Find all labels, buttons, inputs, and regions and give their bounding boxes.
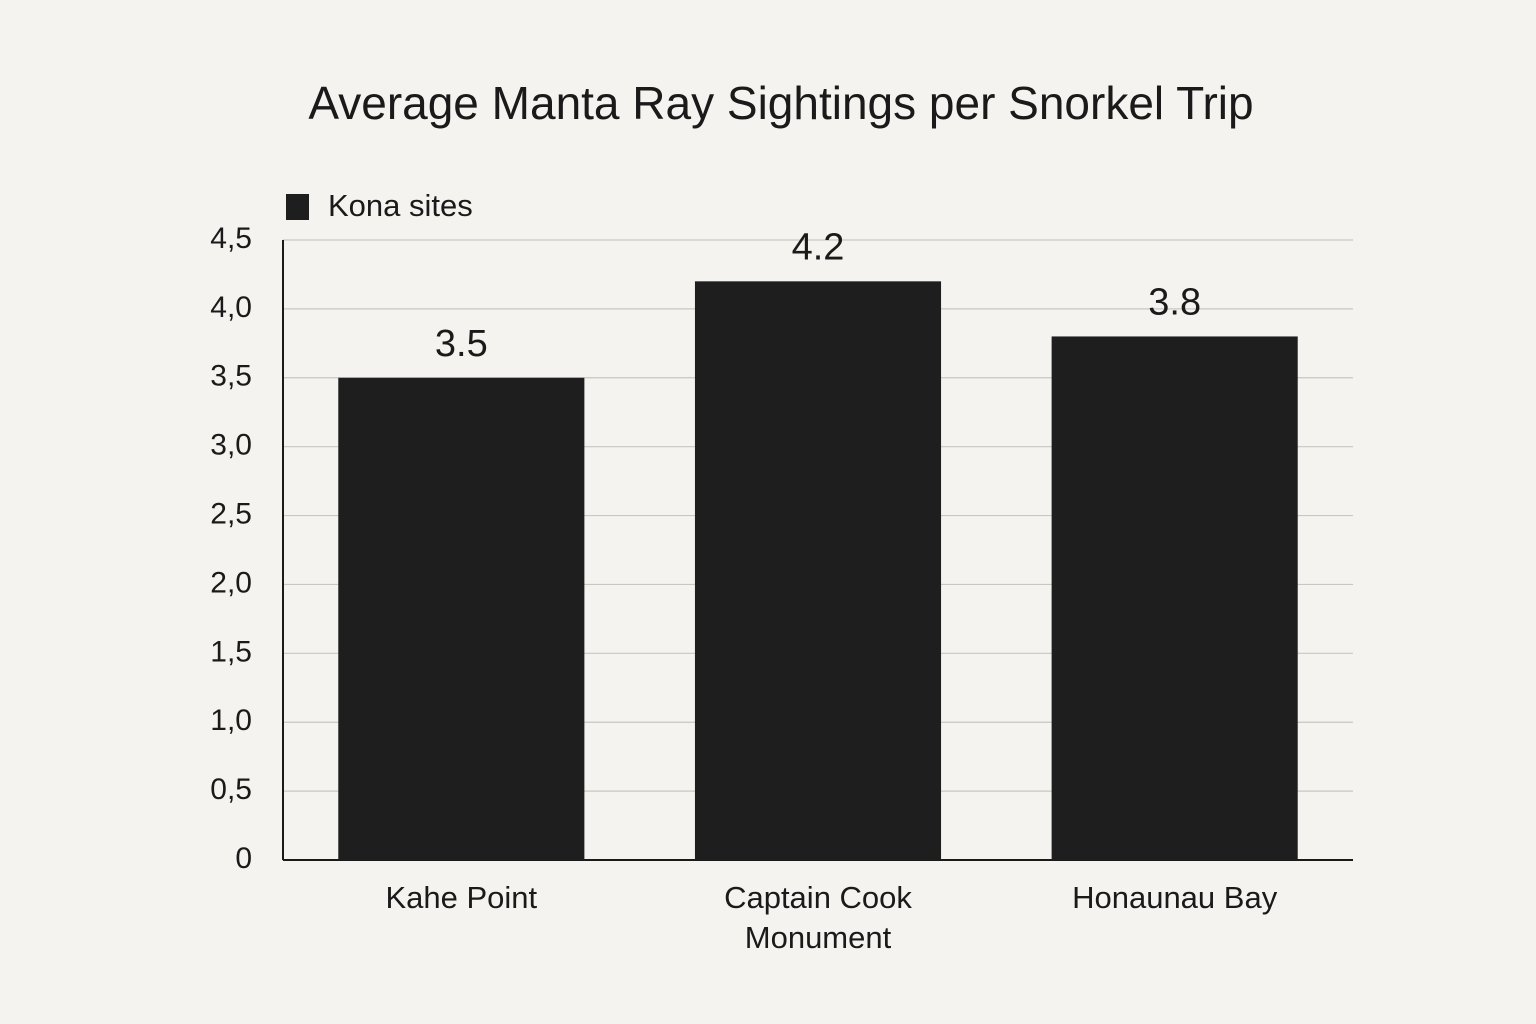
legend-swatch (286, 194, 309, 220)
y-tick-label: 2,0 (210, 566, 252, 599)
y-tick-label: 4,0 (210, 291, 252, 324)
bar (694, 281, 942, 860)
y-tick-label: 0,5 (210, 773, 252, 806)
chart-title: Average Manta Ray Sightings per Snorkel … (308, 77, 1253, 129)
bar (338, 377, 585, 860)
bar (1051, 336, 1298, 860)
y-tick-label: 1,5 (210, 635, 252, 668)
y-tick-label: 3,5 (210, 360, 252, 393)
y-tick-label: 2,5 (210, 497, 252, 530)
value-label: 3.5 (435, 323, 488, 365)
x-tick-label: Kahe Point (385, 880, 538, 915)
value-label: 4.2 (792, 226, 845, 268)
y-tick-label: 4,5 (210, 222, 252, 255)
x-tick-label: Honaunau Bay (1072, 880, 1278, 915)
y-tick-label: 0 (235, 842, 252, 875)
value-label: 3.8 (1148, 281, 1201, 323)
y-tick-label: 1,0 (210, 704, 252, 737)
x-tick-label: Captain Cook Monument (724, 880, 912, 955)
legend-label: Kona sites (328, 188, 473, 223)
y-tick-label: 3,0 (210, 429, 252, 462)
